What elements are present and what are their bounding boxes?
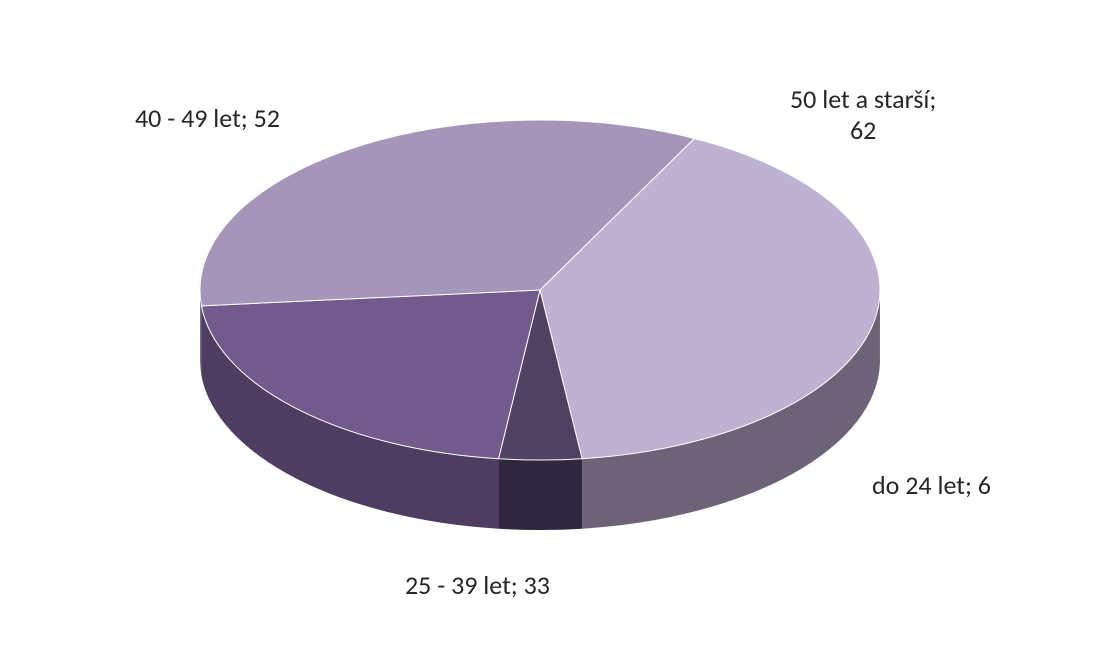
pie-svg bbox=[0, 0, 1108, 662]
slice-label: 40 - 49 let; 52 bbox=[135, 103, 280, 134]
pie-chart-3d: 50 let a starší; 62 do 24 let; 6 25 - 39 l… bbox=[0, 0, 1108, 662]
pie-top bbox=[200, 120, 880, 460]
slice-label: do 24 let; 6 bbox=[872, 470, 991, 501]
slice-label: 25 - 39 let; 33 bbox=[405, 570, 550, 601]
slice-label: 50 let a starší; 62 bbox=[790, 84, 936, 146]
